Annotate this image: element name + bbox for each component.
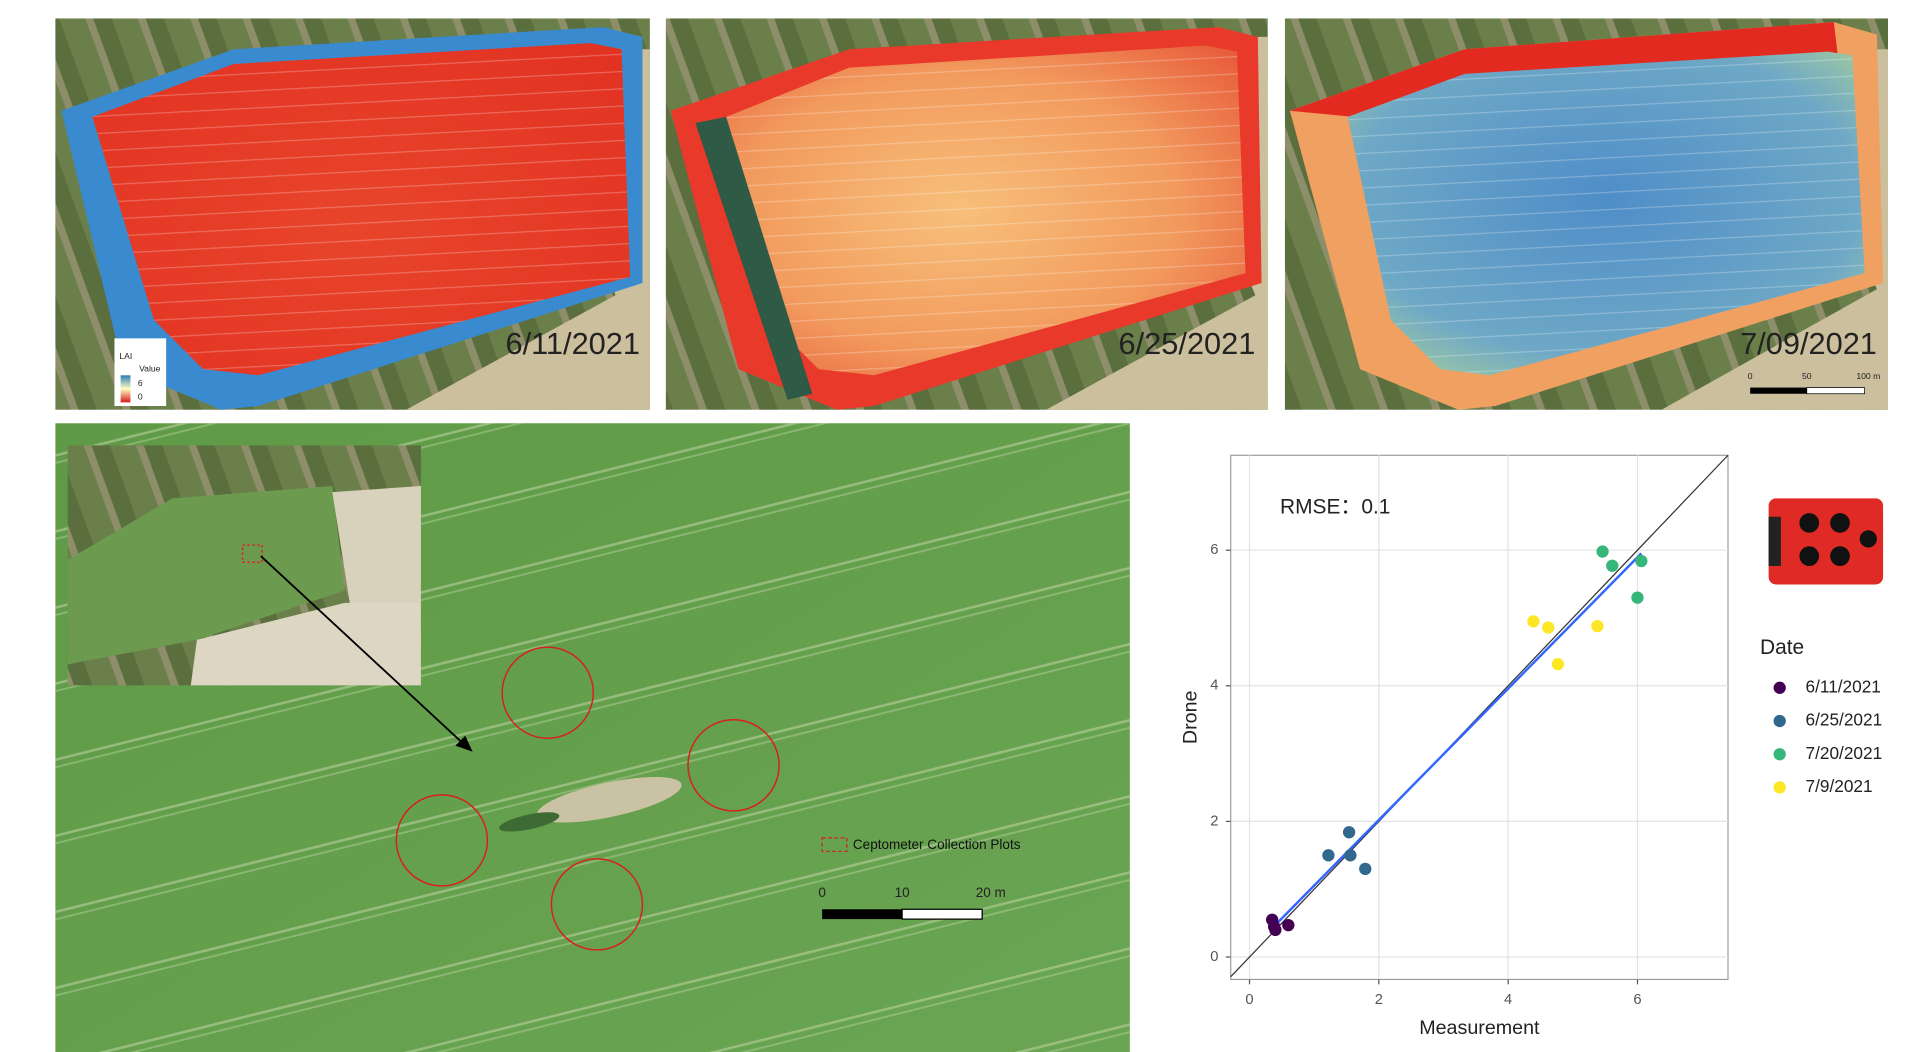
y-tick-label: 2 xyxy=(1210,813,1218,829)
date-label: 6/25/2021 xyxy=(1119,326,1256,361)
lai-map-3-part xyxy=(1750,388,1807,394)
point xyxy=(1268,920,1280,932)
scale-label: 100 m xyxy=(1856,371,1880,381)
legend-label: 7/9/2021 xyxy=(1806,776,1873,796)
aerial-photo-part xyxy=(902,909,982,919)
legend-max: 6 xyxy=(138,378,143,388)
x-tick-label: 6 xyxy=(1633,992,1641,1008)
point xyxy=(1635,555,1647,567)
point xyxy=(1282,919,1294,931)
legend-swatch xyxy=(1774,682,1786,694)
point xyxy=(1552,658,1564,670)
scale-label: 20 m xyxy=(976,885,1006,900)
x-tick-label: 4 xyxy=(1504,992,1512,1008)
point xyxy=(1359,863,1371,875)
legend-title: LAI xyxy=(119,351,132,361)
legend-swatch xyxy=(1774,781,1786,793)
aerial-legend: Ceptometer Collection Plots xyxy=(853,837,1021,852)
lai-map-1-part xyxy=(121,375,131,402)
figure: 6/11/2021 6/25/2021 7/09/2021 LAI Value … xyxy=(0,0,1920,1052)
lai-map-3-part xyxy=(1807,388,1865,394)
scale-label: 0 xyxy=(818,885,826,900)
legend-swatch xyxy=(1774,748,1786,760)
aerial-photo xyxy=(55,423,1129,1052)
point xyxy=(1322,849,1334,861)
x-axis-label: Measurement xyxy=(1419,1017,1540,1039)
point xyxy=(1344,849,1356,861)
scale-label: 50 xyxy=(1802,371,1812,381)
camera-icon-part xyxy=(1830,546,1850,566)
date-label: 6/11/2021 xyxy=(505,326,640,361)
point xyxy=(1631,591,1643,603)
date-label: 7/09/2021 xyxy=(1740,326,1877,361)
camera-icon-part xyxy=(1769,517,1781,566)
y-tick-label: 6 xyxy=(1210,542,1218,558)
camera-icon-part xyxy=(1799,546,1819,566)
y-tick-label: 0 xyxy=(1210,949,1218,965)
y-axis-label: Drone xyxy=(1180,690,1202,744)
legend-subtitle: Value xyxy=(139,363,161,373)
legend-label: 7/20/2021 xyxy=(1806,743,1883,763)
point xyxy=(1606,560,1618,572)
camera-icon-part xyxy=(1830,513,1850,533)
point xyxy=(1527,615,1539,627)
point xyxy=(1343,826,1355,838)
legend-label: 6/11/2021 xyxy=(1806,676,1881,696)
point xyxy=(1596,545,1608,557)
x-tick-label: 0 xyxy=(1245,992,1253,1008)
x-tick-label: 2 xyxy=(1375,992,1383,1008)
legend-title: Date xyxy=(1760,636,1804,659)
scale-label: 10 xyxy=(895,885,910,900)
point xyxy=(1591,620,1603,632)
scale-label: 0 xyxy=(1748,371,1753,381)
page: 6/11/2021 6/25/2021 7/09/2021 LAI Value … xyxy=(0,0,1920,1052)
chart-panel xyxy=(1169,443,1914,1052)
camera-icon-part xyxy=(1799,513,1819,533)
camera-icon xyxy=(1769,498,1883,584)
legend-swatch xyxy=(1774,715,1786,727)
y-tick-label: 4 xyxy=(1210,678,1218,694)
annotation: RMSE：0.1 xyxy=(1280,496,1390,519)
point xyxy=(1542,621,1554,633)
aerial-photo-part xyxy=(822,909,902,919)
legend-min: 0 xyxy=(138,392,143,402)
camera-icon-part xyxy=(1860,530,1877,547)
legend-label: 6/25/2021 xyxy=(1806,710,1883,730)
